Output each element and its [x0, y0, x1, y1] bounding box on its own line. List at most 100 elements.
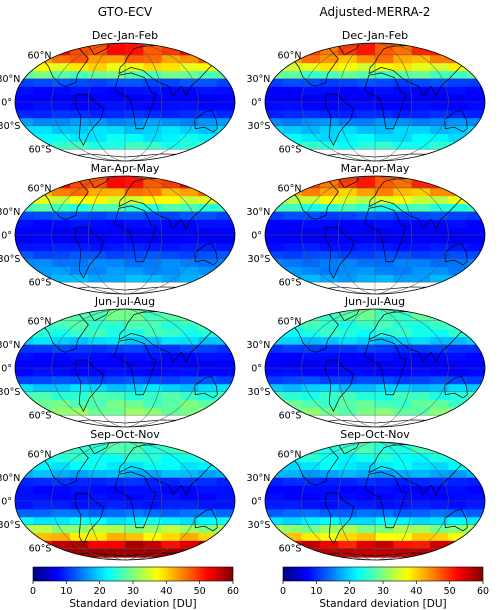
heatmap-cell	[180, 375, 199, 385]
heatmap-cell	[430, 43, 449, 56]
heatmap-cell	[448, 540, 468, 549]
heatmap-cell	[161, 375, 181, 385]
coastline	[444, 376, 468, 399]
heatmap-cell	[51, 211, 71, 220]
heatmap-cell	[161, 235, 181, 244]
coastline	[75, 492, 105, 546]
heatmap-cell	[161, 43, 181, 56]
heatmap-cell	[106, 203, 126, 212]
heatmap-cell	[70, 242, 89, 252]
heatmap-cell	[51, 540, 71, 549]
heatmap-cell	[70, 360, 89, 369]
heatmap-cell	[375, 176, 394, 189]
heatmap-cell	[70, 70, 89, 79]
heatmap-cell	[143, 352, 163, 361]
heatmap-cell	[216, 548, 235, 560]
heatmap-cell	[283, 203, 303, 212]
heatmap-cell	[448, 508, 468, 518]
heatmap-cell	[338, 493, 358, 502]
heatmap-cell	[180, 133, 199, 142]
heatmap-cell	[375, 461, 394, 471]
heatmap-cell	[33, 266, 53, 275]
heatmap-cell	[356, 62, 376, 72]
heatmap-cell	[198, 485, 218, 494]
heatmap-cell	[143, 508, 163, 518]
heatmap-cell	[125, 391, 144, 400]
heatmap-cell	[216, 360, 235, 369]
heatmap-cell	[106, 274, 126, 283]
heatmap-cell	[88, 235, 108, 244]
heatmap-cell	[448, 328, 468, 338]
heatmap-cell	[411, 242, 431, 252]
heatmap-cell	[411, 195, 431, 205]
heatmap-cell	[143, 141, 163, 150]
heatmap-cell	[301, 54, 321, 64]
heatmap-cell	[320, 461, 339, 471]
heatmap-cell	[106, 508, 126, 518]
heatmap-cell	[375, 540, 394, 549]
heatmap-cell	[180, 309, 199, 322]
heatmap-cell	[320, 227, 339, 236]
heatmap-cell	[88, 117, 108, 127]
heatmap-cell	[88, 375, 108, 385]
heatmap-cell	[411, 453, 431, 463]
colorbar-tick-label: 20	[94, 586, 106, 597]
heatmap-cell	[356, 540, 376, 549]
heatmap-cell	[161, 524, 181, 533]
lat-tick-label: 0°	[1, 231, 12, 242]
coastline	[114, 471, 157, 529]
heatmap-cell	[356, 102, 376, 111]
heatmap-cell	[143, 94, 163, 103]
heatmap-cell	[430, 274, 449, 283]
heatmap-cell	[283, 383, 303, 393]
heatmap-cell	[338, 336, 358, 345]
heatmap-cell	[106, 176, 126, 189]
lat-tick-label: 30°S	[0, 121, 20, 132]
heatmap-cell	[411, 109, 431, 119]
heatmap-cell	[283, 352, 303, 361]
heatmap-cell	[143, 187, 163, 197]
heatmap-cell	[198, 368, 218, 377]
heatmap-cell	[106, 117, 126, 127]
heatmap-cell	[320, 328, 339, 338]
heatmap-cell	[15, 211, 34, 220]
heatmap-cell	[411, 508, 431, 518]
heatmap-cell	[375, 203, 394, 212]
colorbar-tick-label: 40	[160, 586, 172, 597]
heatmap-cell	[180, 235, 199, 244]
heatmap-cell	[33, 227, 53, 236]
heatmap-cell	[106, 227, 126, 236]
heatmap-cell	[88, 508, 108, 518]
heatmap-cell	[283, 195, 303, 205]
lat-tick-label: 60°S	[279, 145, 302, 156]
heatmap-cell	[393, 352, 413, 361]
heatmap-cell	[51, 493, 71, 502]
heatmap-cell	[448, 62, 468, 72]
heatmap-cell	[301, 320, 321, 330]
heatmap-cell	[125, 320, 144, 330]
heatmap-cell	[216, 86, 235, 95]
heatmap-cell	[338, 219, 358, 228]
heatmap-cell	[265, 501, 284, 510]
heatmap-cell	[51, 320, 71, 330]
heatmap-cell	[198, 469, 218, 478]
heatmap-cell	[106, 524, 126, 533]
heatmap-cell	[88, 102, 108, 111]
heatmap-cell	[198, 203, 218, 212]
heatmap-cell	[320, 524, 339, 533]
heatmap-cell	[70, 78, 89, 87]
heatmap-cell	[51, 453, 71, 463]
heatmap-cell	[430, 501, 449, 510]
heatmap-cell	[430, 187, 449, 197]
heatmap-cell	[283, 328, 303, 338]
heatmap-cell	[180, 219, 199, 228]
heatmap-cell	[411, 493, 431, 502]
heatmap-cell	[106, 328, 126, 338]
heatmap-cell	[375, 258, 394, 267]
heatmap-cell	[411, 102, 431, 111]
heatmap-cell	[125, 102, 144, 111]
heatmap-cell	[216, 328, 235, 338]
heatmap-cell	[216, 219, 235, 228]
heatmap-cell	[265, 461, 284, 471]
heatmap-cell	[161, 70, 181, 79]
